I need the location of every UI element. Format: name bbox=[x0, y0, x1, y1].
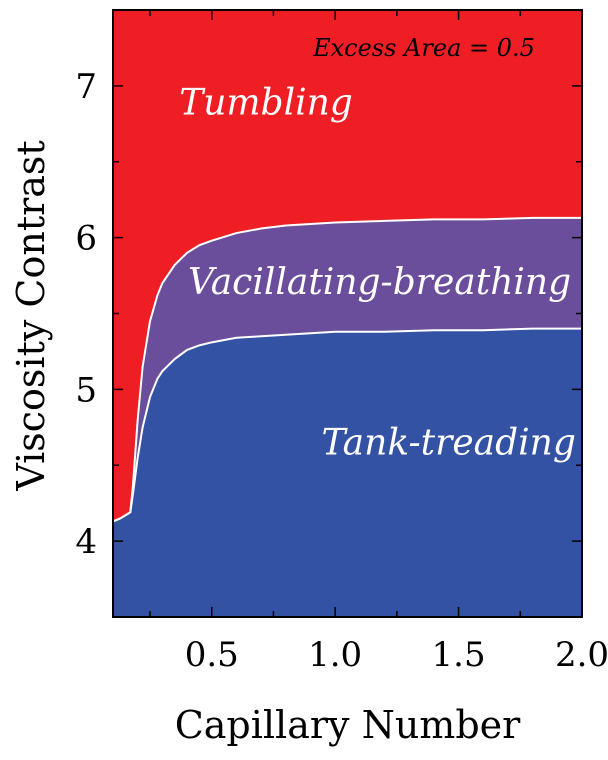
region-tank-treading bbox=[113, 328, 582, 617]
x-tick-label: 0.5 bbox=[185, 635, 239, 675]
y-tick-label: 6 bbox=[75, 219, 97, 259]
region-label-tumbling: Tumbling bbox=[179, 83, 353, 124]
plot-area bbox=[112, 10, 582, 617]
x-axis-label: Capillary Number bbox=[175, 703, 521, 747]
excess-area-annotation: Excess Area = 0.5 bbox=[312, 34, 535, 62]
y-tick-label: 4 bbox=[75, 522, 97, 562]
lower-boundary-line bbox=[112, 327, 582, 523]
x-tick-label: 1.5 bbox=[432, 635, 486, 675]
x-tick-label: 2.0 bbox=[555, 635, 608, 675]
y-tick-label: 7 bbox=[75, 67, 97, 107]
ticks: 0.5 1.0 1.5 2.0 4 5 6 7 bbox=[75, 9, 608, 675]
region-label-vacillating-breathing: Vacillating-breathing bbox=[188, 262, 571, 303]
y-tick-label: 5 bbox=[75, 370, 97, 410]
y-axis-label: Viscosity Contrast bbox=[9, 140, 53, 491]
region-label-tank-treading: Tank-treading bbox=[321, 423, 575, 464]
x-tick-label: 1.0 bbox=[308, 635, 362, 675]
